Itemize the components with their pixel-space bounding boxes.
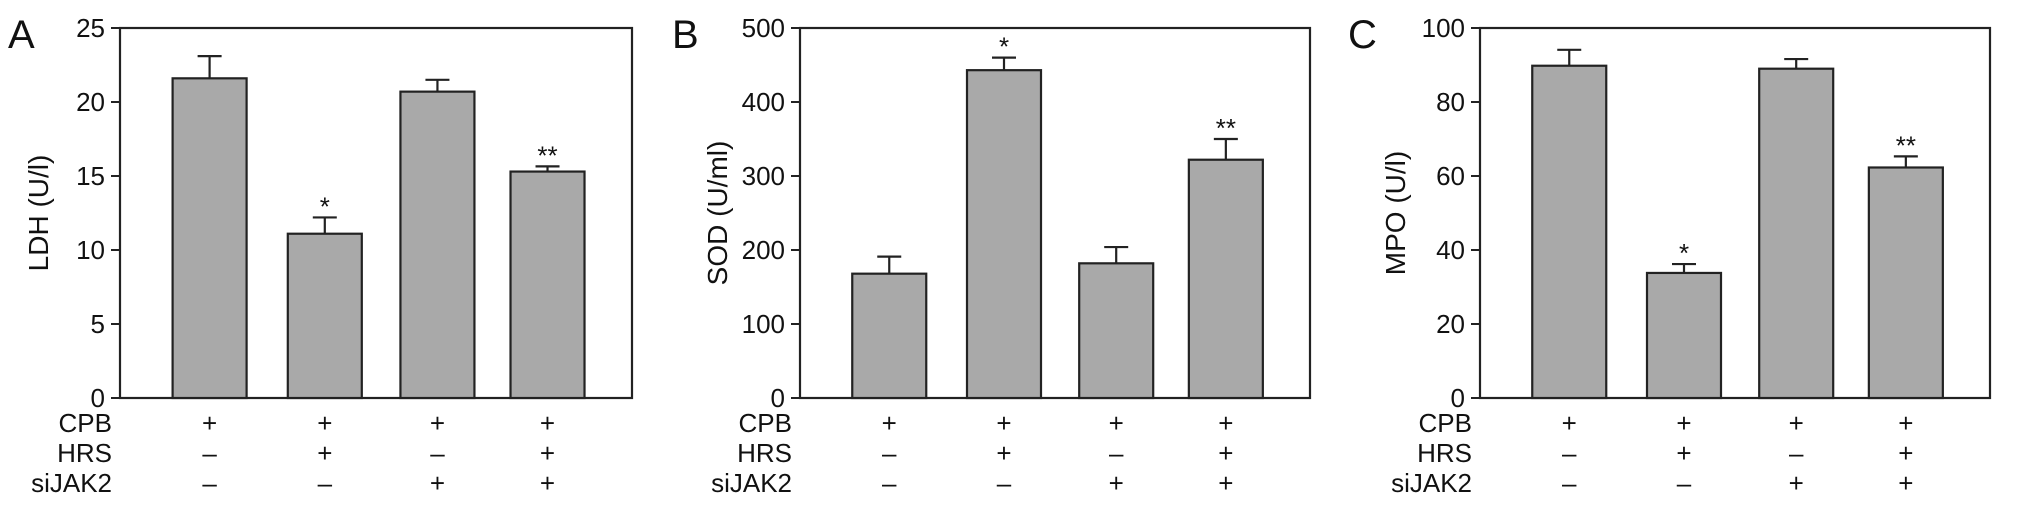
significance-marker: * bbox=[999, 32, 1009, 62]
condition-sign: + bbox=[1789, 408, 1804, 438]
condition-label: siJAK2 bbox=[1391, 468, 1472, 498]
condition-sign: + bbox=[1218, 408, 1233, 438]
panel-label: A bbox=[8, 13, 35, 57]
y-tick-label: 15 bbox=[76, 161, 105, 191]
y-tick-label: 100 bbox=[742, 309, 785, 339]
condition-sign: – bbox=[318, 468, 333, 498]
condition-sign: + bbox=[540, 468, 555, 498]
bar bbox=[1867, 166, 1944, 400]
y-tick-label: 400 bbox=[742, 87, 785, 117]
panel-label: C bbox=[1348, 13, 1377, 57]
condition-sign: – bbox=[882, 468, 897, 498]
y-tick-label: 500 bbox=[742, 13, 785, 43]
bar bbox=[1645, 271, 1723, 400]
y-tick-label: 10 bbox=[76, 235, 105, 265]
bar bbox=[851, 272, 928, 400]
condition-label: siJAK2 bbox=[31, 468, 112, 498]
condition-sign: – bbox=[1109, 438, 1124, 468]
bar bbox=[1078, 262, 1155, 400]
condition-sign: + bbox=[1676, 438, 1691, 468]
y-tick-label: 20 bbox=[76, 87, 105, 117]
y-tick-label: 100 bbox=[1422, 13, 1465, 43]
condition-sign: + bbox=[882, 408, 897, 438]
bar bbox=[399, 90, 476, 400]
y-axis-label: LDH (U/l) bbox=[23, 155, 54, 272]
condition-sign: + bbox=[1218, 468, 1233, 498]
condition-sign: + bbox=[540, 408, 555, 438]
y-tick-label: 0 bbox=[771, 383, 785, 413]
bar bbox=[509, 170, 586, 400]
bar bbox=[1531, 64, 1608, 400]
y-tick-label: 0 bbox=[91, 383, 105, 413]
condition-sign: + bbox=[1562, 408, 1577, 438]
condition-sign: + bbox=[1676, 408, 1691, 438]
condition-label: HRS bbox=[57, 438, 112, 468]
condition-sign: + bbox=[1109, 408, 1124, 438]
bar bbox=[1758, 67, 1835, 400]
y-tick-label: 20 bbox=[1436, 309, 1465, 339]
condition-sign: – bbox=[430, 438, 445, 468]
y-axis-label: MPO (U/l) bbox=[1380, 151, 1411, 275]
condition-sign: – bbox=[882, 438, 897, 468]
condition-sign: – bbox=[1789, 438, 1804, 468]
condition-sign: – bbox=[1677, 468, 1692, 498]
condition-label: HRS bbox=[1417, 438, 1472, 468]
condition-sign: + bbox=[996, 438, 1011, 468]
significance-marker: ** bbox=[1896, 130, 1916, 160]
significance-marker: * bbox=[1679, 238, 1689, 268]
bar bbox=[1187, 158, 1264, 400]
plot-frame bbox=[118, 26, 634, 400]
condition-sign: – bbox=[997, 468, 1012, 498]
condition-sign: + bbox=[430, 468, 445, 498]
y-tick-label: 200 bbox=[742, 235, 785, 265]
condition-sign: + bbox=[996, 408, 1011, 438]
condition-sign: – bbox=[1562, 468, 1577, 498]
condition-sign: – bbox=[202, 468, 217, 498]
plot-frame bbox=[1478, 26, 1992, 400]
condition-sign: + bbox=[430, 408, 445, 438]
y-tick-label: 40 bbox=[1436, 235, 1465, 265]
y-tick-label: 80 bbox=[1436, 87, 1465, 117]
condition-label: siJAK2 bbox=[711, 468, 792, 498]
y-tick-label: 60 bbox=[1436, 161, 1465, 191]
bar bbox=[286, 232, 363, 400]
bar bbox=[965, 69, 1043, 400]
significance-marker: ** bbox=[1216, 113, 1236, 143]
y-tick-label: 0 bbox=[1451, 383, 1465, 413]
condition-sign: + bbox=[540, 438, 555, 468]
y-tick-label: 5 bbox=[91, 309, 105, 339]
plot-frame bbox=[798, 26, 1312, 400]
condition-sign: + bbox=[1109, 468, 1124, 498]
condition-label: CPB bbox=[1419, 408, 1472, 438]
condition-label: HRS bbox=[737, 438, 792, 468]
significance-marker: * bbox=[320, 191, 330, 221]
y-tick-label: 25 bbox=[76, 13, 105, 43]
condition-sign: + bbox=[317, 438, 332, 468]
bar bbox=[171, 77, 248, 400]
condition-sign: – bbox=[1562, 438, 1577, 468]
condition-sign: – bbox=[202, 438, 217, 468]
panel-label: B bbox=[672, 13, 699, 57]
y-tick-label: 300 bbox=[742, 161, 785, 191]
condition-sign: + bbox=[1218, 438, 1233, 468]
condition-label: CPB bbox=[59, 408, 112, 438]
condition-sign: + bbox=[317, 408, 332, 438]
condition-sign: + bbox=[1898, 468, 1913, 498]
significance-marker: ** bbox=[537, 140, 557, 170]
condition-sign: + bbox=[1898, 438, 1913, 468]
condition-sign: + bbox=[1898, 408, 1913, 438]
condition-sign: + bbox=[1789, 468, 1804, 498]
y-axis-label: SOD (U/ml) bbox=[702, 141, 733, 286]
condition-sign: + bbox=[202, 408, 217, 438]
condition-label: CPB bbox=[739, 408, 792, 438]
